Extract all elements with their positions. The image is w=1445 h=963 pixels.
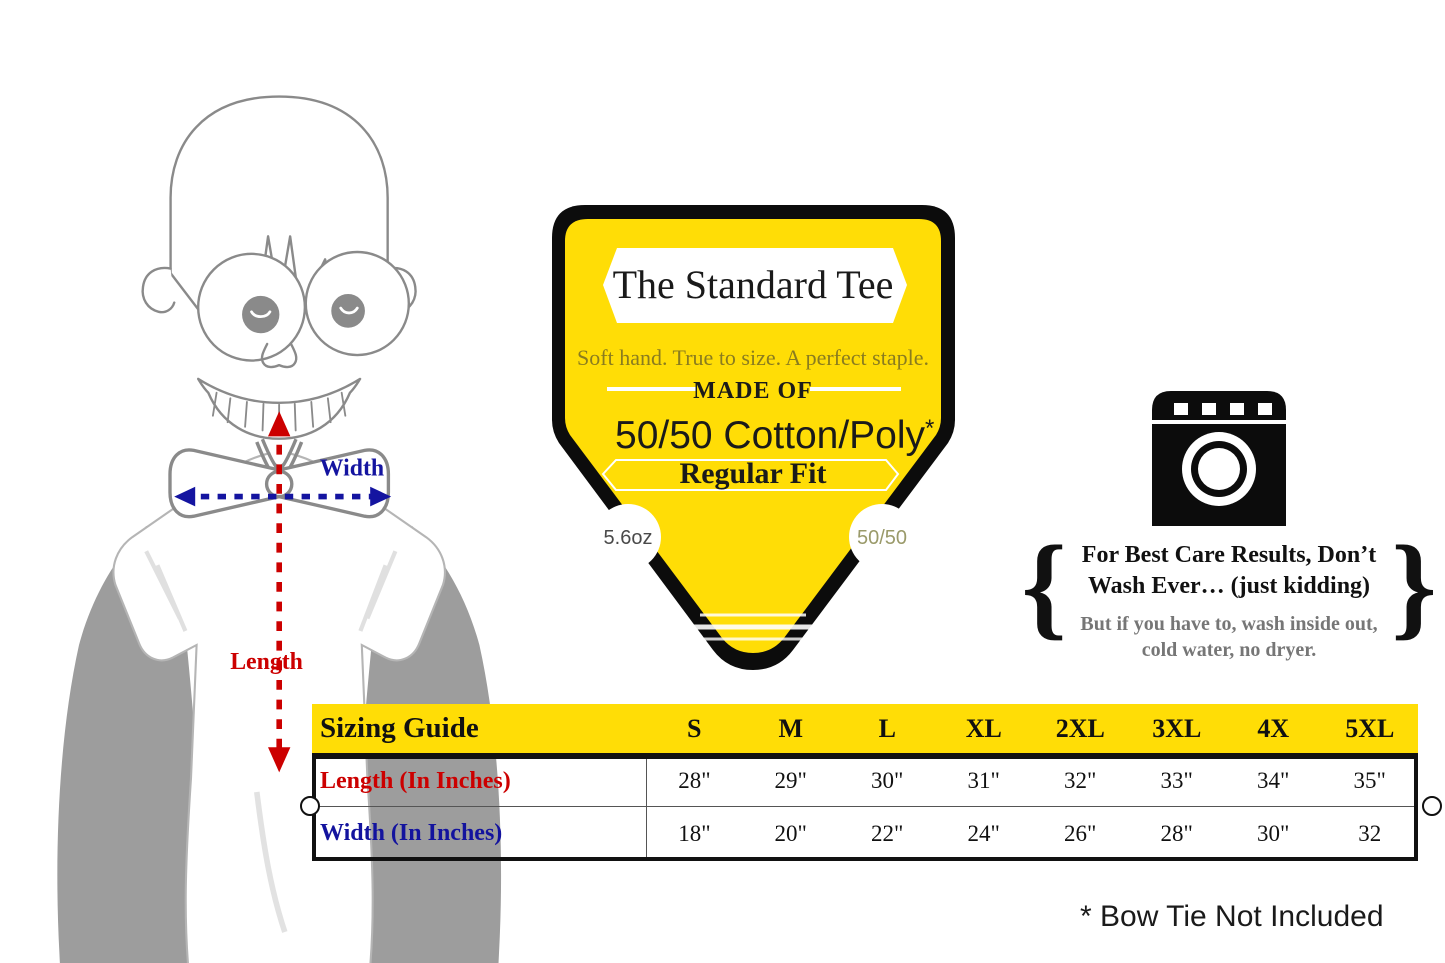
svg-text:MADE OF: MADE OF [693,378,813,404]
svg-text:}: } [1391,523,1436,650]
svg-text:The Standard Tee: The Standard Tee [613,262,894,307]
svg-text:50/50: 50/50 [857,527,907,549]
svg-text:Regular Fit: Regular Fit [680,457,827,490]
svg-text:Length: Length [230,649,303,675]
svg-text:Width: Width [320,456,384,482]
svg-text:50/50 Cotton/Poly*: 50/50 Cotton/Poly* [615,414,934,457]
svg-text:{: { [1021,523,1066,650]
svg-text:But if you have to, wash insid: But if you have to, wash inside out, [1080,613,1377,635]
svg-text:Wash Ever… (just kidding): Wash Ever… (just kidding) [1088,573,1370,599]
svg-text:For Best Care Results, Don’t: For Best Care Results, Don’t [1082,542,1376,568]
svg-text:Soft hand. True to size. A per: Soft hand. True to size. A perfect stapl… [577,345,929,370]
svg-text:cold water, no dryer.: cold water, no dryer. [1142,639,1317,661]
svg-text:5.6oz: 5.6oz [604,527,653,549]
